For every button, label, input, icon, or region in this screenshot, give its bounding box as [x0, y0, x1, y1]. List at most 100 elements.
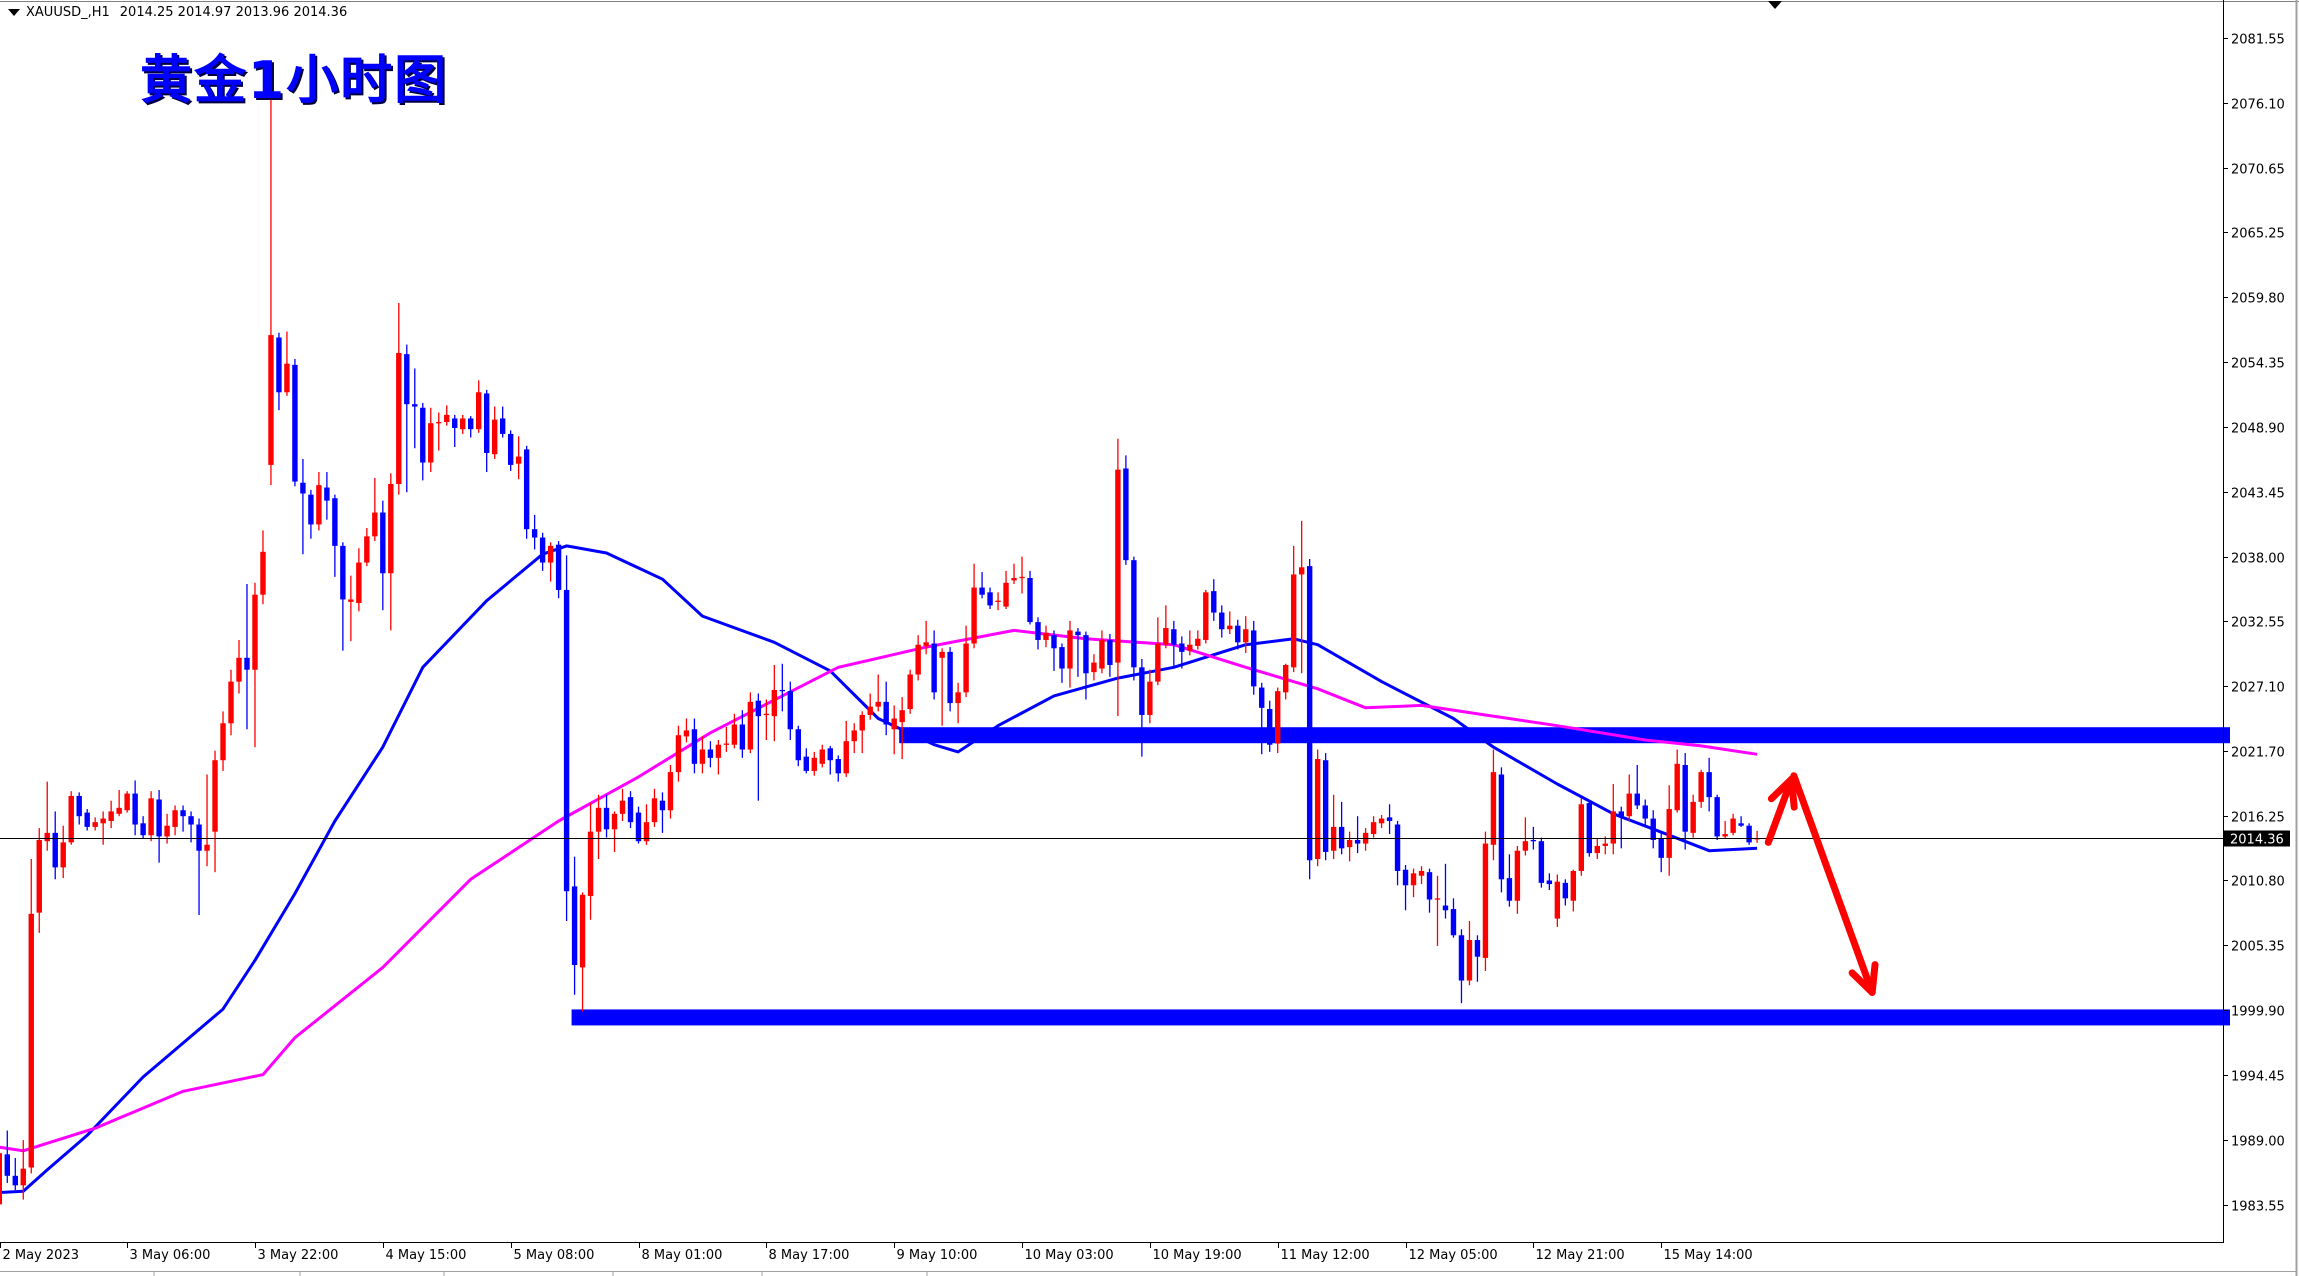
candle-body — [276, 337, 282, 393]
time-tick-label: 3 May 22:00 — [258, 1248, 339, 1263]
candle — [468, 416, 474, 438]
candle-body — [1378, 818, 1385, 824]
candle-body — [452, 418, 458, 428]
candle — [1650, 810, 1656, 849]
candle — [875, 674, 881, 712]
candle — [1314, 749, 1321, 867]
candle-body — [547, 545, 554, 563]
candle — [1019, 556, 1025, 594]
candle-body — [196, 824, 202, 851]
candle — [396, 302, 402, 495]
candle — [1171, 620, 1177, 667]
candle-body — [643, 822, 650, 842]
candle-body — [867, 706, 873, 715]
candle — [1466, 920, 1473, 986]
annotation-arrows — [1764, 772, 1879, 996]
candle — [819, 744, 825, 768]
candle-body — [212, 760, 218, 832]
candle — [1634, 764, 1640, 810]
candle — [1642, 799, 1648, 826]
candle-body — [707, 749, 714, 758]
candle — [356, 548, 362, 612]
candle-body — [316, 485, 322, 525]
candle — [1522, 817, 1529, 856]
candle — [883, 681, 889, 736]
time-axis[interactable]: 2 May 2023 3 May 06:00 3 May 22:00 4 May 15… — [0, 1242, 1753, 1263]
candle — [939, 648, 945, 726]
collapse-triangle-icon[interactable] — [8, 9, 20, 16]
candle-body — [172, 810, 178, 827]
chart-shift-marker-icon[interactable] — [1768, 1, 1782, 9]
price-tick-label: 2016.25 — [2231, 811, 2285, 826]
candle-body — [523, 449, 530, 530]
candle-body — [1498, 774, 1505, 880]
candle-body — [1107, 639, 1113, 665]
candle-body — [571, 886, 578, 966]
candle — [204, 774, 210, 867]
candle — [1035, 617, 1041, 650]
candle — [20, 1140, 26, 1200]
candle — [771, 664, 778, 742]
candle — [28, 859, 34, 1174]
candle — [963, 625, 969, 698]
candle-body — [100, 818, 106, 824]
candle-body — [332, 498, 338, 546]
candle — [515, 436, 522, 480]
price-tick-label: 2054.35 — [2231, 357, 2285, 372]
candle-body — [1322, 760, 1329, 852]
candle — [987, 587, 993, 609]
chart-header: XAUUSD_,H1 2014.25 2014.97 2013.96 2014.… — [8, 5, 347, 20]
candle-body — [835, 759, 841, 774]
candle — [523, 445, 530, 539]
candle-body — [1235, 625, 1241, 643]
candle — [1570, 869, 1577, 912]
candle-body — [1099, 639, 1105, 669]
candle-body — [324, 487, 330, 501]
candle-body — [579, 894, 586, 968]
candle-body — [1067, 630, 1073, 669]
candle — [236, 639, 242, 694]
candle — [659, 792, 666, 833]
candle-body — [875, 701, 881, 707]
candle-body — [468, 418, 474, 430]
candle-body — [1011, 578, 1017, 581]
candle — [1658, 832, 1664, 873]
candle — [1610, 784, 1616, 855]
candle-body — [284, 363, 290, 393]
candle — [444, 405, 450, 426]
candle-body — [1602, 843, 1608, 846]
candle — [867, 693, 873, 720]
candle — [476, 380, 482, 433]
candle-body — [1290, 574, 1297, 668]
candle — [404, 344, 410, 493]
current-price-label-bg — [2224, 830, 2290, 847]
candle-body — [1298, 567, 1305, 575]
candle — [1562, 879, 1569, 906]
candle-body — [36, 840, 42, 913]
candle-body — [1418, 870, 1425, 876]
candle-body — [651, 798, 658, 823]
price-tick-label: 2032.55 — [2231, 616, 2285, 631]
candle-body — [955, 692, 961, 704]
candle — [699, 736, 706, 774]
horizontal-zone[interactable] — [571, 1009, 2230, 1026]
horizontal-zone[interactable] — [899, 727, 2231, 744]
candle — [851, 723, 857, 754]
candle — [1227, 611, 1233, 634]
candle-body — [1123, 468, 1129, 561]
candle — [1259, 682, 1265, 755]
candle — [0, 1153, 2, 1205]
candle — [188, 811, 194, 843]
candle-body — [851, 730, 857, 742]
candle — [907, 669, 913, 714]
annotation-arrow[interactable] — [1790, 772, 1879, 996]
candle-body — [124, 793, 130, 811]
candle-body — [84, 812, 90, 827]
candle-body — [148, 798, 154, 836]
candle-body — [1426, 872, 1433, 900]
candle — [859, 711, 865, 754]
price-axis[interactable]: 2081.55 2076.10 2070.65 2065.25 2059.80 2054.… — [2223, 33, 2285, 1215]
chart-title: 黄金1小时图 — [140, 51, 449, 111]
candle — [1402, 865, 1409, 911]
